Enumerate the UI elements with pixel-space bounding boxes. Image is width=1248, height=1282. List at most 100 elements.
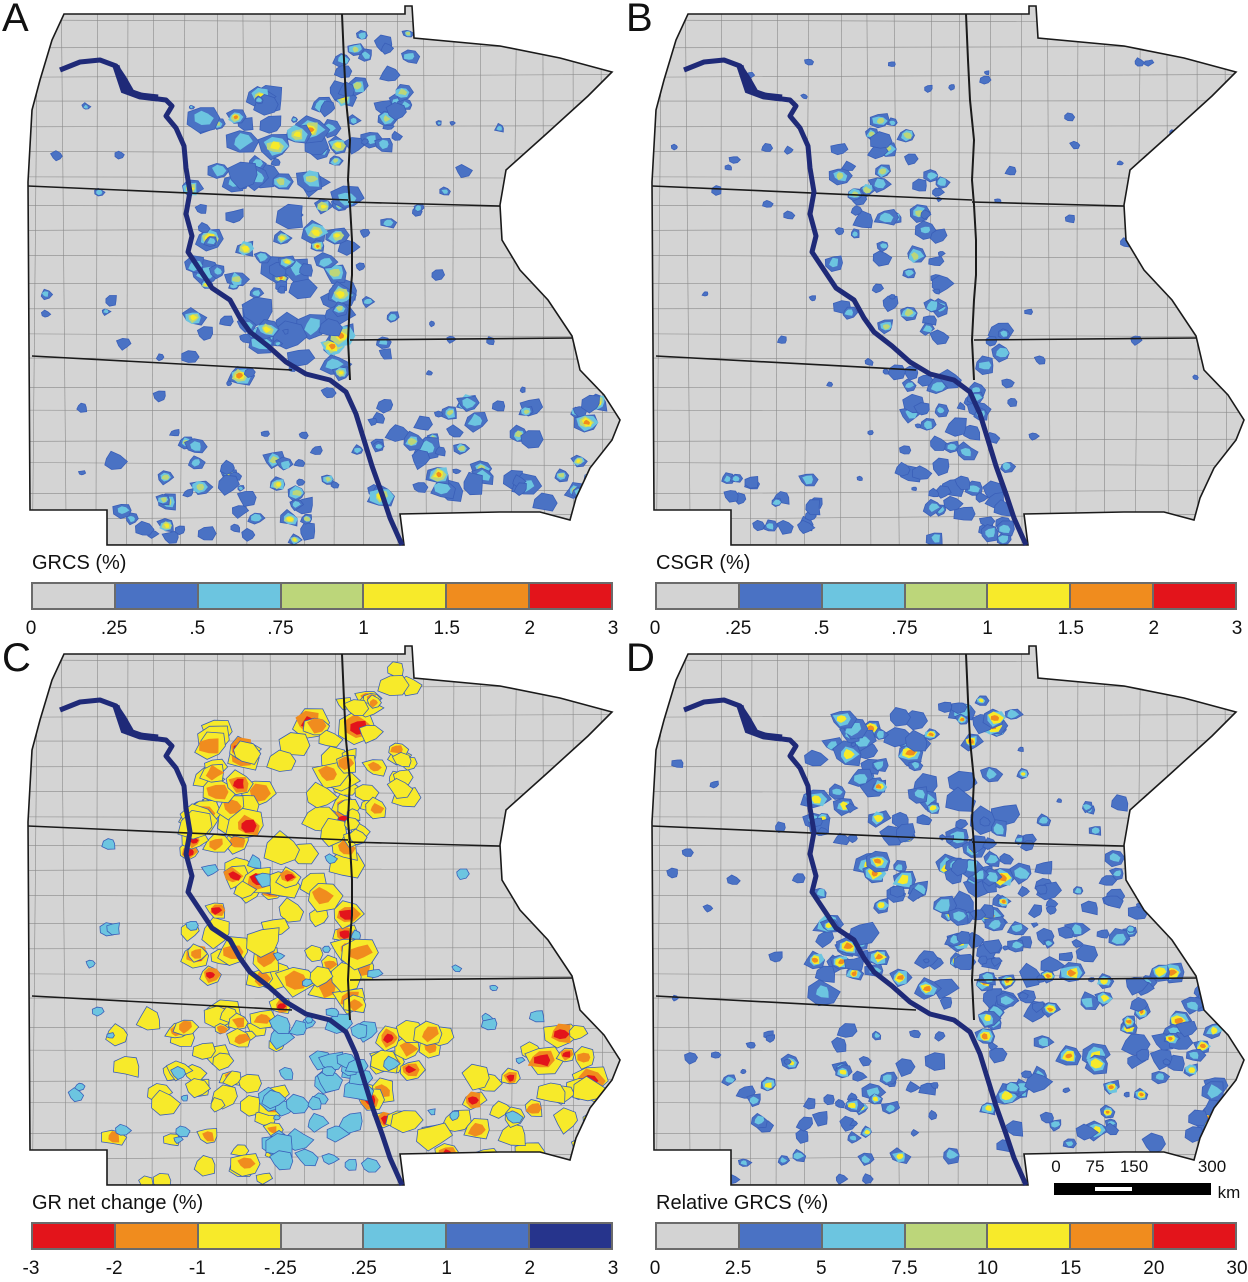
legend-swatch: [988, 1224, 1071, 1248]
legend-swatch: [447, 584, 530, 608]
legend-tick: 2: [525, 618, 536, 640]
legend-swatch: [1071, 584, 1154, 608]
legend-tick: .25: [725, 618, 751, 640]
csgr-hotspot: [912, 487, 917, 491]
relative-hotspot: [1215, 965, 1231, 980]
relative-hotspot: [1074, 887, 1083, 895]
csgr-hotspot: [900, 446, 911, 454]
legend-tick-labels: 0 2.5 5 7.5 10 15 20 30: [655, 1258, 1237, 1282]
relative-hotspot: [1089, 827, 1101, 836]
legend-swatch: [199, 1224, 282, 1248]
legend-tick-labels: 0 .25 .5 .75 1 1.5 2 3: [31, 618, 613, 642]
legend-tick: 3: [1232, 618, 1243, 640]
legend-tick: 1.5: [433, 618, 459, 640]
legend-swatch: [530, 1224, 611, 1248]
legend-swatch: [116, 584, 199, 608]
panel-b: B CSGR (%) 0 .25 .5 .75 1 1.5 2 3: [624, 0, 1248, 640]
legend-swatch: [364, 1224, 447, 1248]
net-change-area: [181, 1095, 187, 1101]
scale-label: 0: [1051, 1157, 1060, 1177]
net-change-area: [323, 946, 331, 952]
legend-title: CSGR (%): [656, 552, 750, 575]
legend-tick: 1: [982, 618, 993, 640]
legend-swatch: [1154, 584, 1235, 608]
csgr-hotspot: [1168, 140, 1175, 147]
csgr-hotspot: [745, 477, 758, 489]
grcs-hotspot: [227, 381, 232, 386]
legend-swatch: [33, 1224, 116, 1248]
relative-hotspot: [890, 886, 904, 897]
grcs-hotspot: [261, 431, 269, 436]
legend-swatch: [447, 1224, 530, 1248]
relative-hotspot: [1059, 952, 1072, 960]
legend-tick: 1: [358, 618, 369, 640]
legend-swatch: [199, 584, 282, 608]
map-panel-c: [0, 640, 624, 1200]
net-change-area: [153, 1173, 171, 1190]
legend-tick: 2: [1149, 618, 1160, 640]
csgr-hotspot: [1025, 309, 1033, 314]
scale-bar: 0 75 150 300 km: [1054, 1157, 1244, 1209]
grcs-hotspot: [579, 496, 604, 516]
net-change-area: [345, 1160, 356, 1171]
legend-swatch: [282, 1224, 365, 1248]
panel-a: A GRCS (%) 0 .25 .5 .75 1 1.5 2 3: [0, 0, 624, 640]
relative-hotspot: [741, 1069, 746, 1073]
legend-tick: -2: [106, 1258, 123, 1280]
legend-tick: -.25: [264, 1258, 297, 1280]
legend-tick: 20: [1143, 1258, 1164, 1280]
legend-swatch: [657, 1224, 740, 1248]
relative-hotspot: [1131, 836, 1150, 849]
legend-tick: -1: [189, 1258, 206, 1280]
legend-swatch: [906, 1224, 989, 1248]
grcs-hotspot: [182, 351, 199, 363]
csgr-hotspot: [772, 498, 781, 507]
relative-hotspot: [1149, 883, 1154, 887]
csgr-hotspot: [1193, 375, 1199, 380]
relative-hotspot: [824, 1095, 835, 1105]
panel-letter: C: [2, 634, 31, 682]
legend-tick: 15: [1060, 1258, 1081, 1280]
grcs-hotspot: [487, 337, 495, 345]
legend-title: GR net change (%): [32, 1192, 203, 1215]
panel-c: C GR net change (%) -3 -2 -1 -.25 .25 1 …: [0, 640, 624, 1280]
scale-label: 75: [1086, 1157, 1105, 1177]
legend-tick: .5: [813, 618, 829, 640]
legend-tick: 30: [1226, 1258, 1247, 1280]
legend-swatch: [657, 584, 740, 608]
legend-swatch: [33, 584, 116, 608]
grcs-hotspot: [434, 411, 443, 417]
relative-hotspot: [1097, 930, 1109, 938]
relative-hotspot: [985, 917, 1006, 931]
csgr-hotspot: [1144, 248, 1153, 255]
panel-letter: A: [2, 0, 29, 42]
csgr-hotspot: [986, 336, 997, 346]
legend-tick: -3: [23, 1258, 40, 1280]
legend-swatch: [740, 584, 823, 608]
csgr-hotspot: [806, 500, 820, 515]
csgr-hotspot: [857, 476, 862, 480]
legend-tick: .25: [101, 618, 127, 640]
legend-title: Relative GRCS (%): [656, 1192, 828, 1215]
csgr-hotspot: [868, 431, 873, 435]
grcs-hotspot: [301, 523, 315, 541]
csgr-hotspot: [935, 404, 948, 417]
legend-color-bar: [655, 582, 1237, 610]
legend-title: GRCS (%): [32, 552, 126, 575]
legend-tick: .25: [350, 1258, 376, 1280]
panel-letter: D: [626, 634, 655, 682]
legend-tick-labels: 0 .25 .5 .75 1 1.5 2 3: [655, 618, 1237, 642]
relative-hotspot: [868, 950, 889, 964]
csgr-hotspot: [888, 62, 895, 67]
map-panel-d: [624, 640, 1248, 1200]
grcs-hotspot: [273, 174, 294, 189]
relative-hotspot: [711, 1052, 721, 1058]
grcs-hotspot: [79, 471, 86, 475]
legend-tick: 2.5: [725, 1258, 751, 1280]
legend-tick: 5: [816, 1258, 827, 1280]
map-panel-a: [0, 0, 624, 560]
legend-swatch: [823, 1224, 906, 1248]
legend-swatch: [740, 1224, 823, 1248]
relative-hotspot: [682, 849, 693, 857]
scale-label: 150: [1120, 1157, 1148, 1177]
